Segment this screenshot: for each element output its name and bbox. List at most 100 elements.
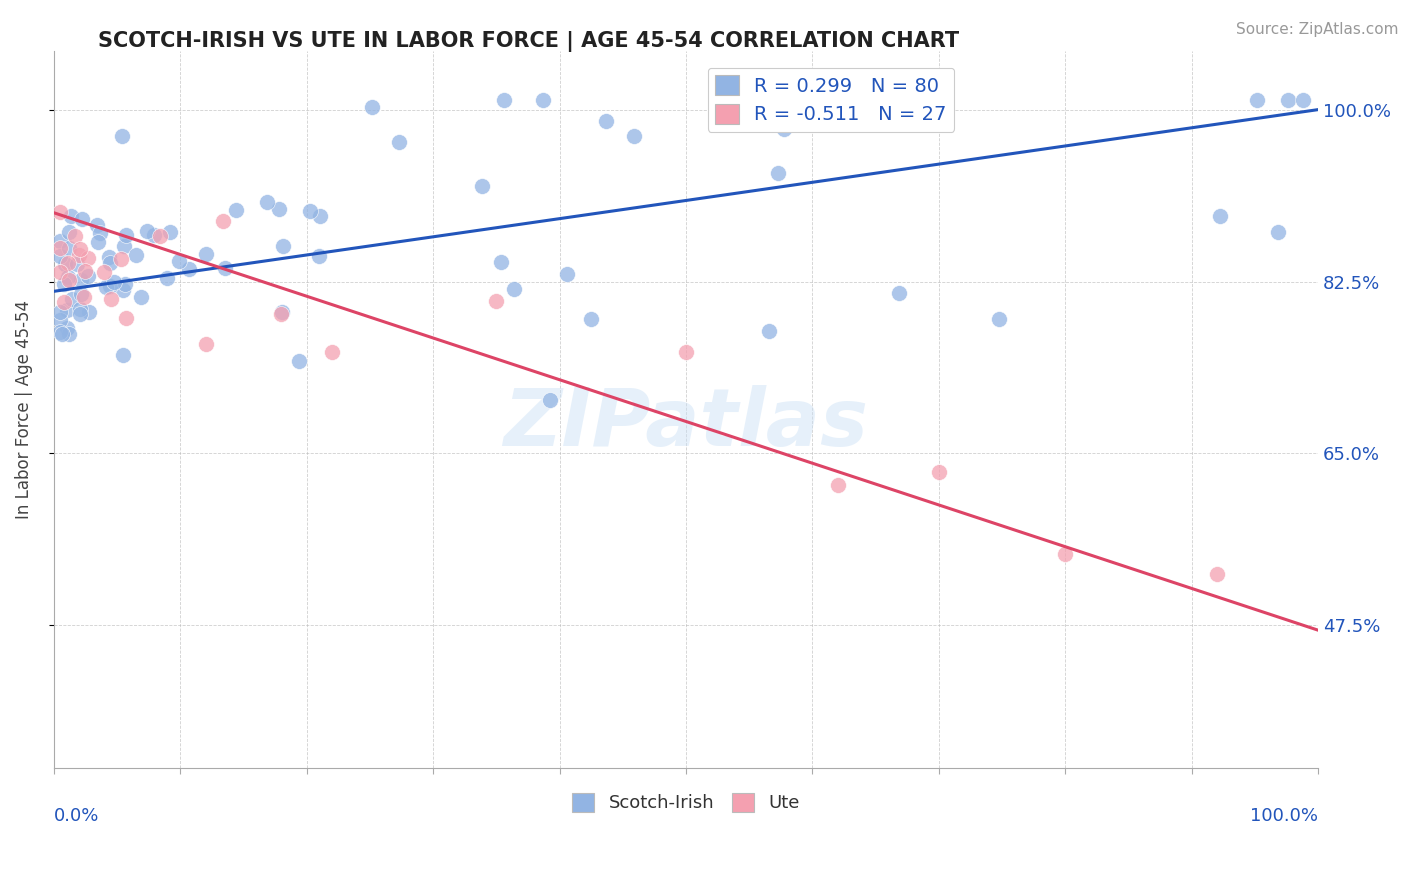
Point bbox=[988, 312, 1011, 326]
Point bbox=[1246, 93, 1268, 107]
Text: ZIPatlas: ZIPatlas bbox=[503, 384, 869, 463]
Point bbox=[623, 129, 645, 144]
Point bbox=[70, 212, 93, 227]
Point bbox=[271, 305, 294, 319]
Point bbox=[55, 321, 77, 335]
Point bbox=[53, 257, 76, 271]
Point bbox=[149, 228, 172, 243]
Point bbox=[485, 294, 508, 309]
Point bbox=[97, 250, 120, 264]
Point bbox=[77, 268, 100, 283]
Point bbox=[51, 327, 73, 342]
Point bbox=[270, 307, 292, 321]
Point bbox=[489, 255, 512, 269]
Point bbox=[77, 251, 100, 265]
Point bbox=[167, 254, 190, 268]
Text: 0.0%: 0.0% bbox=[53, 807, 100, 825]
Point bbox=[156, 270, 179, 285]
Point bbox=[194, 337, 217, 351]
Point bbox=[100, 293, 122, 307]
Point bbox=[827, 477, 849, 491]
Point bbox=[159, 225, 181, 239]
Point bbox=[225, 202, 247, 217]
Point bbox=[69, 301, 91, 316]
Point bbox=[69, 307, 91, 321]
Point bbox=[1277, 93, 1299, 107]
Point bbox=[928, 465, 950, 479]
Point bbox=[115, 311, 138, 326]
Point bbox=[298, 204, 321, 219]
Point bbox=[49, 313, 72, 327]
Point bbox=[772, 121, 794, 136]
Point bbox=[492, 93, 515, 107]
Point bbox=[1054, 547, 1077, 561]
Point bbox=[214, 261, 236, 276]
Point bbox=[89, 226, 111, 240]
Point bbox=[58, 327, 80, 342]
Point bbox=[58, 273, 80, 287]
Point bbox=[256, 194, 278, 209]
Point bbox=[308, 209, 330, 223]
Point bbox=[595, 113, 617, 128]
Point bbox=[758, 325, 780, 339]
Point bbox=[321, 345, 343, 359]
Text: Source: ZipAtlas.com: Source: ZipAtlas.com bbox=[1236, 22, 1399, 37]
Point bbox=[52, 277, 75, 291]
Point bbox=[790, 93, 813, 107]
Point bbox=[73, 290, 96, 304]
Point bbox=[56, 270, 79, 285]
Point bbox=[288, 353, 311, 368]
Point bbox=[136, 224, 159, 238]
Point bbox=[1292, 93, 1315, 107]
Point bbox=[111, 129, 134, 144]
Point bbox=[538, 392, 561, 407]
Point bbox=[79, 305, 101, 319]
Point bbox=[70, 273, 93, 287]
Point bbox=[503, 282, 526, 296]
Point bbox=[887, 286, 910, 301]
Point bbox=[59, 209, 82, 223]
Point bbox=[766, 166, 789, 180]
Text: SCOTCH-IRISH VS UTE IN LABOR FORCE | AGE 45-54 CORRELATION CHART: SCOTCH-IRISH VS UTE IN LABOR FORCE | AGE… bbox=[98, 31, 959, 53]
Point bbox=[93, 265, 115, 279]
Point bbox=[114, 228, 136, 243]
Point bbox=[49, 305, 72, 319]
Point bbox=[56, 256, 79, 270]
Point bbox=[49, 234, 72, 248]
Point bbox=[1267, 225, 1289, 239]
Point bbox=[125, 247, 148, 261]
Point bbox=[388, 135, 411, 149]
Point bbox=[98, 279, 121, 293]
Point bbox=[53, 295, 76, 310]
Y-axis label: In Labor Force | Age 45-54: In Labor Force | Age 45-54 bbox=[15, 300, 32, 518]
Point bbox=[65, 257, 87, 271]
Point bbox=[69, 242, 91, 256]
Point bbox=[58, 241, 80, 255]
Point bbox=[70, 287, 93, 301]
Point bbox=[63, 229, 86, 244]
Point bbox=[49, 325, 72, 339]
Point bbox=[112, 283, 135, 297]
Point bbox=[60, 292, 83, 306]
Legend: Scotch-Irish, Ute: Scotch-Irish, Ute bbox=[565, 786, 807, 820]
Point bbox=[1206, 567, 1229, 582]
Point bbox=[1208, 209, 1230, 223]
Point bbox=[94, 280, 117, 294]
Point bbox=[531, 93, 554, 107]
Text: 100.0%: 100.0% bbox=[1250, 807, 1319, 825]
Point bbox=[195, 246, 218, 260]
Point bbox=[49, 205, 72, 219]
Point bbox=[308, 249, 330, 263]
Point bbox=[112, 238, 135, 252]
Point bbox=[361, 100, 384, 114]
Point bbox=[55, 302, 77, 317]
Point bbox=[129, 290, 152, 304]
Point bbox=[103, 275, 125, 289]
Point bbox=[114, 277, 136, 291]
Point bbox=[67, 248, 90, 262]
Point bbox=[555, 267, 578, 281]
Point bbox=[579, 311, 602, 326]
Point bbox=[86, 219, 108, 233]
Point bbox=[271, 239, 294, 253]
Point bbox=[110, 252, 132, 266]
